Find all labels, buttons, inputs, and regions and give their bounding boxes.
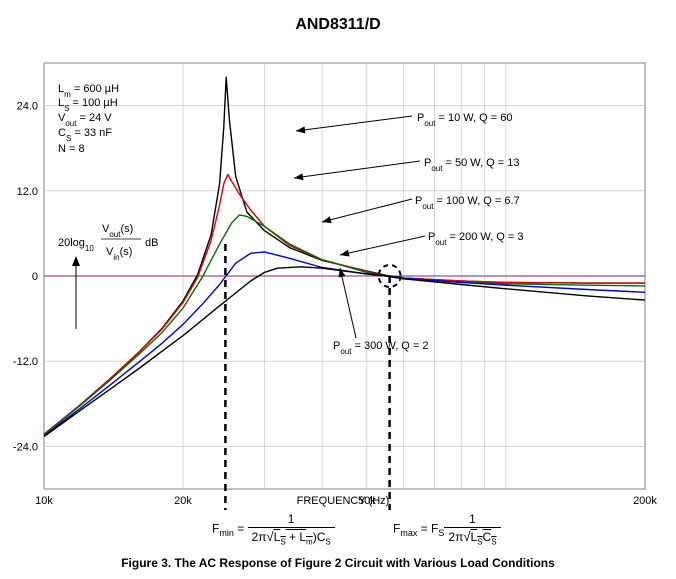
callout-arrow-4 <box>339 267 357 339</box>
param-n: N = 8 <box>58 143 85 155</box>
ylabel-prefix: 20log10 <box>58 237 94 253</box>
series-label-q6-7: Pout = 100 W, Q = 6.7 <box>415 195 520 211</box>
y-tick-label: 24.0 <box>17 101 38 113</box>
x-tick-label: 20k <box>174 495 192 507</box>
y-tick-label: -12.0 <box>13 356 38 368</box>
x-tick-label: 50k <box>358 495 376 507</box>
crossover-circle-icon <box>377 264 402 288</box>
y-axis-label: 20log10 Vout(s) Vin(s) dB <box>58 223 158 262</box>
circuit-parameters: Lm = 600 µH LS = 100 µH Vout = 24 V CS =… <box>58 83 119 155</box>
arrowhead-icon <box>338 268 346 278</box>
callout-arrow-1 <box>293 160 421 179</box>
series-label-q3: Pout = 200 W, Q = 3 <box>428 231 524 247</box>
axis-tick-labels: 24.0 12.0 0 -12.0 -24.0 10k 20k 50k 200k <box>13 101 658 507</box>
figure-caption: Figure 3. The AC Response of Figure 2 Ci… <box>121 556 555 570</box>
series-line-3 <box>43 251 646 437</box>
series-lines <box>43 76 646 438</box>
ylabel-denominator: Vin(s) <box>106 246 132 262</box>
callout-arrow-3 <box>339 235 426 256</box>
series-line-4 <box>43 266 646 438</box>
ylabel-unit: dB <box>145 237 158 249</box>
y-tick-label: -24.0 <box>13 441 38 453</box>
param-vout: Vout = 24 V <box>58 112 112 128</box>
document-header: AND8311/D <box>295 16 381 33</box>
arrowhead-icon <box>322 216 332 224</box>
up-arrow-icon <box>72 256 80 329</box>
arrowhead-icon <box>340 249 350 257</box>
callout-arrow-2 <box>321 198 413 223</box>
ylabel-numerator: Vout(s) <box>102 223 133 239</box>
frequency-markers <box>224 244 402 510</box>
param-ls: LS = 100 µH <box>58 97 118 113</box>
x-tick-label: 200k <box>633 495 657 507</box>
series-label-q13: Pout = 50 W, Q = 13 <box>424 157 520 173</box>
fmin-formula: Fmin = 1 2π√LS + Lm)CS <box>212 512 335 546</box>
series-label-q2: Pout = 300 W, Q = 2 <box>333 340 429 356</box>
param-lm: Lm = 600 µH <box>58 83 119 99</box>
callout-arrow-0 <box>295 115 413 132</box>
param-cs: CS = 33 nF <box>58 127 112 143</box>
y-tick-label: 0 <box>32 271 38 283</box>
series-label-q60: Pout = 10 W, Q = 60 <box>417 112 513 128</box>
x-axis-label: FREQUENCY (Hz) <box>297 495 390 507</box>
fmax-formula: Fmax = FS 1 2π√LSCS <box>393 512 501 546</box>
x-tick-label: 10k <box>35 495 53 507</box>
series-callout-arrows <box>293 115 426 339</box>
arrowhead-icon <box>296 126 306 134</box>
series-labels: Pout = 10 W, Q = 60 Pout = 50 W, Q = 13 … <box>333 112 524 356</box>
y-tick-label: 12.0 <box>17 186 38 198</box>
arrowhead-icon <box>294 173 304 181</box>
ac-response-chart: 24.0 12.0 0 -12.0 -24.0 10k 20k 50k 200k Lm = 60… <box>13 62 658 510</box>
